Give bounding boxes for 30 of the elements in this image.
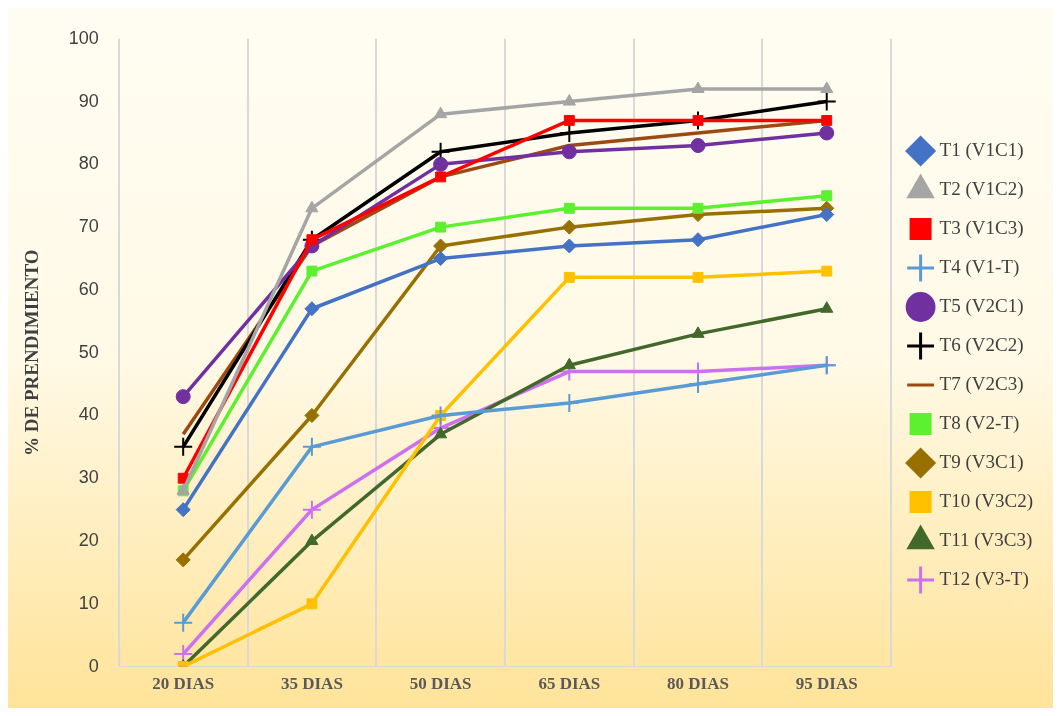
y-tick-label: 70: [78, 216, 99, 237]
legend-label: T10 (V3C2): [939, 489, 1033, 512]
legend-label: T12 (V3-T): [939, 567, 1029, 590]
legend-label: T7 (V2C3): [939, 372, 1024, 395]
legend-label: T6 (V2C2): [939, 333, 1024, 356]
legend-label: T11 (V3C3): [939, 528, 1033, 551]
y-tick-label: 10: [78, 592, 99, 613]
y-tick-label: 80: [78, 153, 99, 174]
legend-label: T8 (V2-T): [939, 411, 1020, 434]
y-axis-title: % DE PRENDIMIENTO: [21, 249, 43, 456]
x-tick-label: 20 DIAS: [152, 674, 215, 694]
y-tick-label: 90: [78, 90, 99, 111]
y-tick-label: 30: [78, 467, 99, 488]
y-tick-label: 40: [78, 404, 99, 425]
y-tick-label: 20: [78, 530, 99, 551]
y-tick-label: 60: [78, 278, 99, 299]
x-tick-label: 95 DIAS: [795, 674, 858, 694]
legend-label: T2 (V1C2): [939, 177, 1024, 200]
legend-label: T4 (V1-T): [939, 255, 1020, 278]
legend-label: T5 (V2C1): [939, 294, 1024, 317]
x-tick-label: 35 DIAS: [280, 674, 343, 694]
y-tick-label: 50: [78, 341, 99, 362]
y-tick-label: 100: [68, 27, 99, 48]
legend-label: T3 (V1C3): [939, 216, 1024, 239]
x-tick-label: 65 DIAS: [538, 674, 601, 694]
x-tick-label: 80 DIAS: [667, 674, 729, 694]
legend-label: T9 (V3C1): [939, 450, 1024, 473]
legend-label: T1 (V1C1): [939, 138, 1024, 161]
y-tick-label: 0: [88, 655, 99, 676]
x-tick-label: 50 DIAS: [409, 674, 472, 694]
